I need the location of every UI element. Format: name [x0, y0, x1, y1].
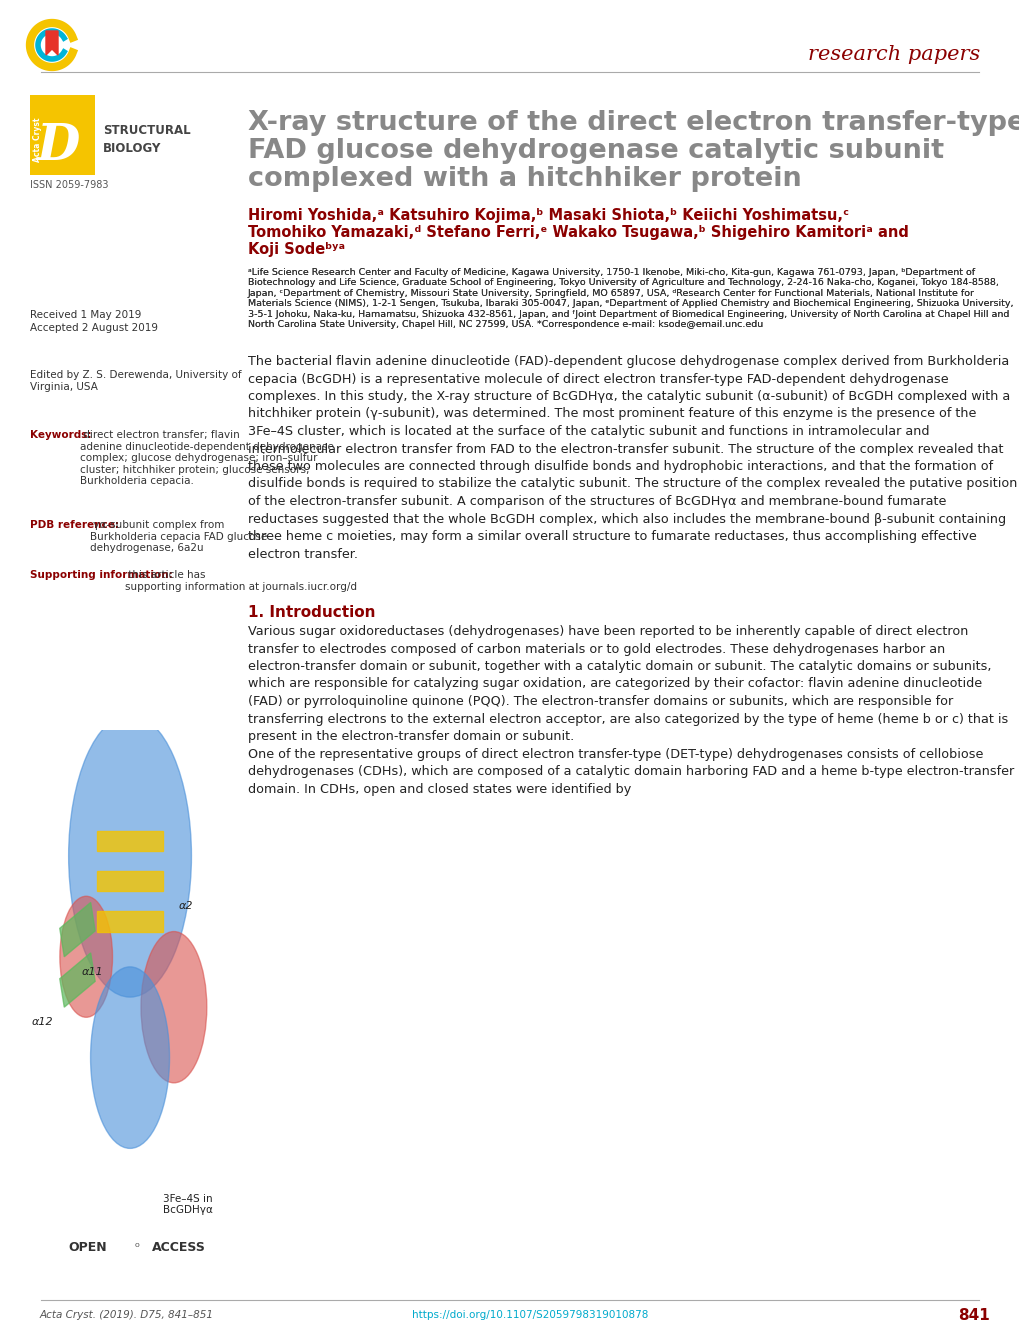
Text: Accepted 2 August 2019: Accepted 2 August 2019 — [30, 322, 158, 333]
Text: Koji Sodeᵇʸᵃ: Koji Sodeᵇʸᵃ — [248, 242, 344, 257]
Text: α12: α12 — [32, 1018, 53, 1027]
Text: https://doi.org/10.1107/S2059798319010878: https://doi.org/10.1107/S205979831901087… — [412, 1310, 647, 1320]
Text: D: D — [37, 122, 79, 171]
Text: Acta Cryst. (2019). D75, 841–851: Acta Cryst. (2019). D75, 841–851 — [40, 1310, 214, 1320]
Text: One of the representative groups of direct electron transfer-type (DET-type) deh: One of the representative groups of dire… — [248, 748, 1013, 796]
Text: this article has
supporting information at journals.iucr.org/d: this article has supporting information … — [125, 571, 357, 592]
Bar — [97, 831, 163, 851]
Text: Hiromi Yoshida,ᵃ Katsuhiro Kojima,ᵇ Masaki Shiota,ᵇ Keiichi Yoshimatsu,ᶜ: Hiromi Yoshida,ᵃ Katsuhiro Kojima,ᵇ Masa… — [248, 208, 848, 223]
Text: γα-subunit complex from
Burkholderia cepacia FAD glucose
dehydrogenase, 6a2u: γα-subunit complex from Burkholderia cep… — [90, 520, 267, 553]
Circle shape — [68, 715, 192, 997]
Text: complexed with a hitchhiker protein: complexed with a hitchhiker protein — [248, 166, 801, 192]
Text: Keywords:: Keywords: — [30, 430, 92, 441]
Text: Edited by Z. S. Derewenda, University of
Virginia, USA: Edited by Z. S. Derewenda, University of… — [30, 370, 242, 391]
Circle shape — [60, 896, 112, 1018]
Text: PDB reference:: PDB reference: — [30, 520, 119, 529]
Text: OPEN: OPEN — [68, 1241, 107, 1254]
Text: STRUCTURAL: STRUCTURAL — [103, 123, 191, 137]
Text: BIOLOGY: BIOLOGY — [103, 142, 161, 154]
Bar — [60, 902, 95, 957]
Text: Various sugar oxidoreductases (dehydrogenases) have been reported to be inherent: Various sugar oxidoreductases (dehydroge… — [248, 625, 1007, 743]
Text: Supporting information:: Supporting information: — [30, 571, 172, 580]
Bar — [97, 912, 163, 932]
Text: ACCESS: ACCESS — [152, 1241, 206, 1254]
Text: FAD glucose dehydrogenase catalytic subunit: FAD glucose dehydrogenase catalytic subu… — [248, 138, 944, 165]
Text: α2: α2 — [178, 901, 193, 912]
Text: 1. Introduction: 1. Introduction — [248, 605, 375, 620]
Text: ᵒ: ᵒ — [135, 1241, 140, 1254]
Text: The bacterial flavin adenine dinucleotide (FAD)-dependent glucose dehydrogenase : The bacterial flavin adenine dinucleotid… — [248, 356, 1016, 560]
Text: ᵃLife Science Research Center and Faculty of Medicine, Kagawa University, 1750-1: ᵃLife Science Research Center and Facult… — [248, 268, 1013, 329]
Text: direct electron transfer; flavin
adenine dinucleotide-dependent dehydrogenase
co: direct electron transfer; flavin adenine… — [79, 430, 333, 487]
Text: ᵃLife Science Research Center and Faculty of Medicine, Kagawa University, 1750-1: ᵃLife Science Research Center and Facult… — [248, 268, 1013, 329]
Bar — [97, 871, 163, 892]
Text: X-ray structure of the direct electron transfer-type: X-ray structure of the direct electron t… — [248, 110, 1019, 135]
Text: research papers: research papers — [807, 45, 979, 65]
FancyBboxPatch shape — [30, 96, 95, 175]
Polygon shape — [46, 31, 58, 54]
Text: α11: α11 — [82, 967, 103, 977]
Text: Acta Cryst: Acta Cryst — [33, 118, 42, 162]
Text: 3Fe–4S in
BcGDHγα: 3Fe–4S in BcGDHγα — [163, 1194, 213, 1216]
Bar — [60, 953, 95, 1007]
Text: ISSN 2059-7983: ISSN 2059-7983 — [30, 180, 108, 190]
Circle shape — [141, 932, 207, 1083]
Text: 841: 841 — [957, 1307, 989, 1323]
Text: Tomohiko Yamazaki,ᵈ Stefano Ferri,ᵉ Wakako Tsugawa,ᵇ Shigehiro Kamitoriᵃ and: Tomohiko Yamazaki,ᵈ Stefano Ferri,ᵉ Waka… — [248, 226, 908, 240]
Circle shape — [91, 967, 169, 1148]
Text: Received 1 May 2019: Received 1 May 2019 — [30, 311, 142, 320]
